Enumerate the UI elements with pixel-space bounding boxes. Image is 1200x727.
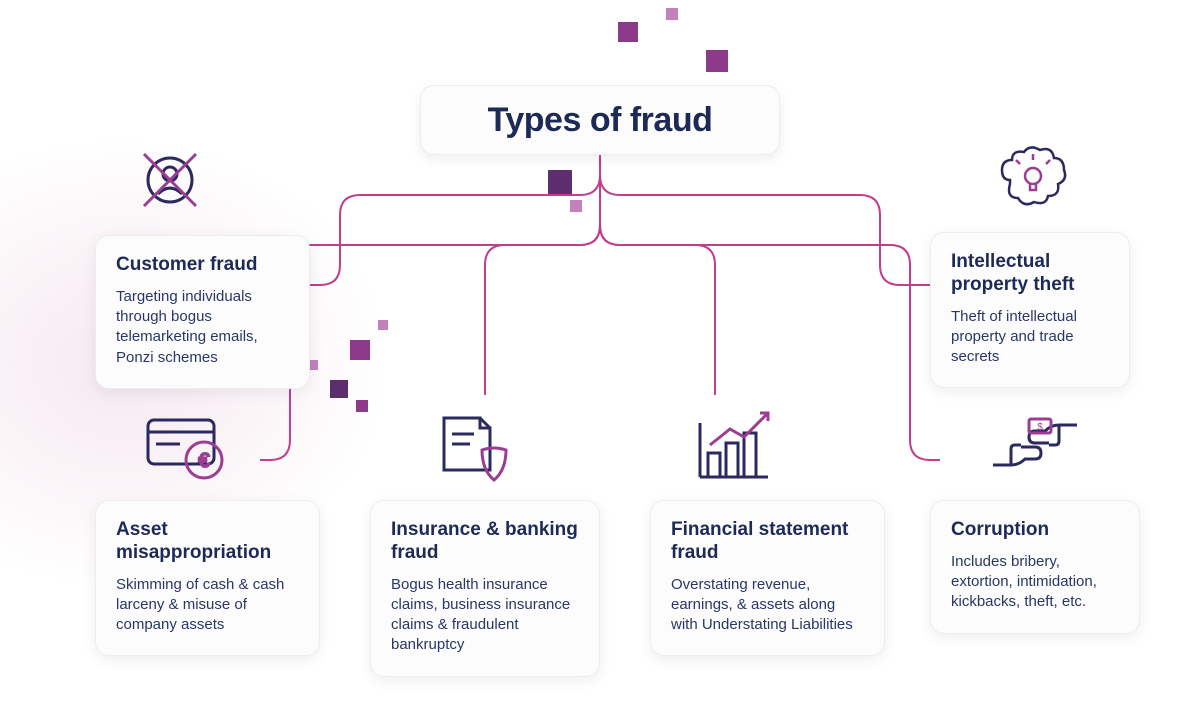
card-financial-statement: Financial statement fraud Overstating re… [650,500,885,656]
card-title: Intellectual property theft [951,251,1109,297]
decor-square [570,200,582,212]
decor-square [350,340,370,360]
svg-text:€: € [198,450,209,472]
money-card-icon: € [140,410,235,490]
diagram-title: Types of fraud [488,101,713,140]
decor-square [378,320,388,330]
card-desc: Theft of intellectual property and trade… [951,307,1109,368]
card-desc: Overstating revenue, earnings, & assets … [671,575,864,636]
title-box: Types of fraud [420,85,780,155]
card-title: Financial statement fraud [671,519,864,565]
card-title: Corruption [951,519,1119,542]
card-corruption: Corruption Includes bribery, extortion, … [930,500,1140,634]
card-title: Customer fraud [116,254,289,277]
decor-square [330,380,348,398]
card-desc: Includes bribery, extortion, intimidatio… [951,552,1119,613]
decor-square [356,400,368,412]
decor-square [666,8,678,20]
document-shield-icon [430,410,515,495]
card-title: Insurance & banking fraud [391,519,579,565]
card-desc: Targeting individuals through bogus tele… [116,287,289,368]
diagram-stage: Types of fraud € [0,0,1200,727]
card-title: Asset misappropriation [116,519,299,565]
card-ip-theft: Intellectual property theft Theft of int… [930,232,1130,388]
card-insurance-banking: Insurance & banking fraud Bogus health i… [370,500,600,677]
target-person-icon [130,140,210,225]
decor-square [706,50,728,72]
svg-text:$: $ [1037,422,1043,433]
decor-square [618,22,638,42]
card-desc: Bogus health insurance claims, business … [391,575,579,656]
card-asset-misappropriation: Asset misappropriation Skimming of cash … [95,500,320,656]
decor-square [548,170,572,194]
card-desc: Skimming of cash & cash larceny & misuse… [116,575,299,636]
hands-money-icon: $ [985,405,1085,490]
chart-up-icon [690,405,780,495]
card-customer-fraud: Customer fraud Targeting individuals thr… [95,235,310,389]
brain-idea-icon [990,140,1075,225]
